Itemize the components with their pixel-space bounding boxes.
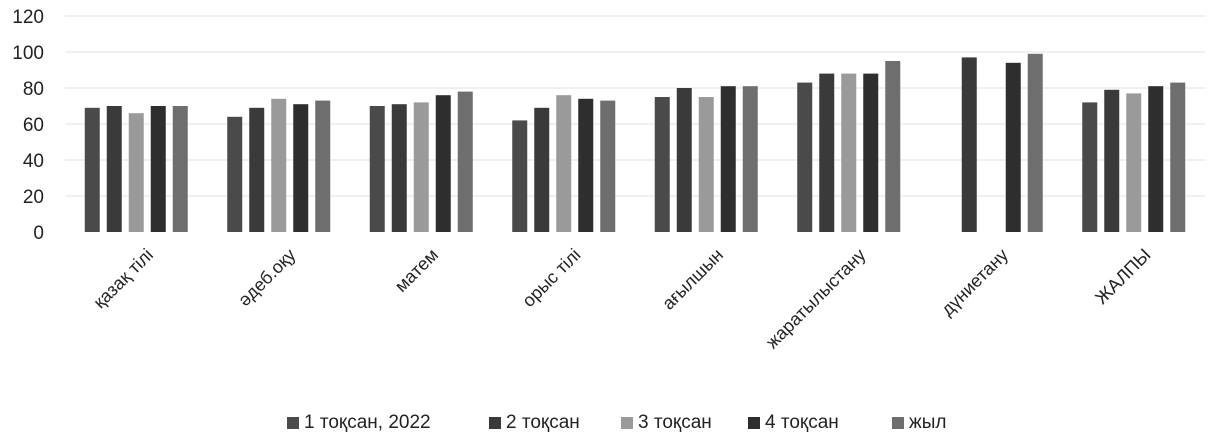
- bar: [1027, 53, 1043, 232]
- y-tick-label: 100: [12, 43, 44, 64]
- bar: [413, 102, 429, 233]
- legend: 1 тоқсан, 2022 2 тоқсан 3 тоқсан 4 тоқсан жы…: [287, 412, 946, 433]
- bar: [271, 98, 287, 232]
- bar: [1104, 89, 1120, 232]
- bar: [841, 73, 857, 232]
- category-label: әдеб.оқу: [234, 245, 299, 310]
- bar: [435, 95, 451, 232]
- bar: [84, 107, 100, 232]
- legend-swatch: [892, 417, 904, 429]
- legend-swatch: [748, 417, 760, 429]
- bar: [676, 88, 692, 232]
- bar: [885, 61, 901, 232]
- category-label: ағылшын: [658, 245, 727, 314]
- category-label: жаратылыстану: [762, 245, 870, 353]
- bar: [1005, 62, 1021, 232]
- bar: [512, 120, 528, 232]
- bar: [106, 106, 122, 232]
- legend-swatch: [621, 417, 633, 429]
- legend-swatch: [489, 417, 501, 429]
- category-label: дүниетану: [937, 245, 1012, 320]
- category-label: матем: [391, 245, 442, 296]
- legend-label: 3 тоқсан: [638, 412, 712, 433]
- bar: [534, 107, 550, 232]
- bar: [315, 100, 331, 232]
- bar: [863, 73, 879, 232]
- y-tick-label: 20: [23, 187, 44, 208]
- y-tick-label: 80: [23, 79, 44, 100]
- bar: [369, 106, 385, 232]
- bar: [150, 106, 166, 232]
- y-tick-label: 0: [33, 223, 44, 244]
- bar: [698, 97, 714, 232]
- legend-swatch: [287, 417, 299, 429]
- y-tick-label: 120: [12, 7, 44, 28]
- legend-label: 1 тоқсан, 2022: [304, 412, 431, 433]
- category-label: орыс тілі: [518, 245, 584, 311]
- bar: [720, 86, 736, 232]
- category-label: ЖАЛПЫ: [1091, 245, 1154, 308]
- legend-label: жыл: [909, 412, 946, 433]
- bar: [172, 106, 188, 232]
- bar: [227, 116, 243, 232]
- legend-label: 2 тоқсан: [506, 412, 580, 433]
- bar: [819, 73, 835, 232]
- bar: [600, 100, 616, 232]
- y-tick-label: 60: [23, 115, 44, 136]
- bar: [1148, 86, 1164, 232]
- bar: [293, 104, 309, 232]
- legend-label: 4 тоқсан: [765, 412, 839, 433]
- bar: [1126, 93, 1142, 233]
- category-labels: қазақ тілі әдеб.оқу матем орыс тілі ағылшын ж…: [89, 245, 1154, 353]
- bar: [457, 91, 473, 232]
- bar: [742, 86, 758, 232]
- bar: [391, 104, 407, 232]
- bar: [578, 98, 594, 232]
- bar: [1082, 102, 1098, 233]
- bar: [249, 107, 265, 232]
- bar: [797, 82, 813, 232]
- category-label: қазақ тілі: [89, 245, 157, 313]
- bar: [961, 57, 977, 233]
- bar: [128, 113, 144, 232]
- bars: [84, 53, 1186, 233]
- y-axis-ticks: 0 20 40 60 80 100 120: [12, 7, 44, 244]
- y-tick-label: 40: [23, 151, 44, 172]
- bar: [556, 95, 572, 232]
- bar: [654, 97, 670, 232]
- bar: [1170, 82, 1186, 232]
